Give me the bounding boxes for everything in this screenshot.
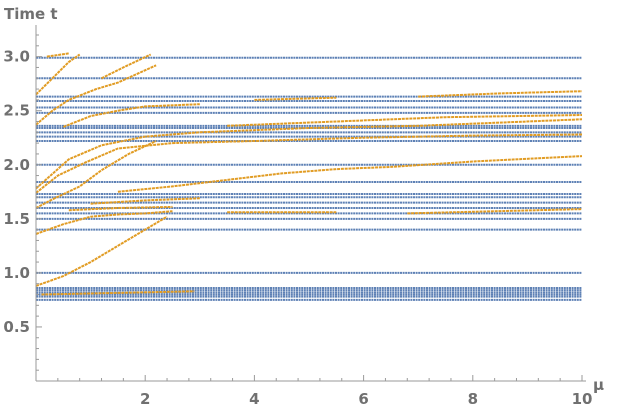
blue-series bbox=[36, 56, 582, 301]
orange-branch-line bbox=[227, 114, 583, 127]
orange-branch-line bbox=[35, 140, 157, 209]
orange-branch-line bbox=[62, 103, 200, 128]
orange-branch-line bbox=[254, 96, 337, 101]
orange-branch-line bbox=[101, 53, 152, 80]
orange-branch-line bbox=[35, 131, 200, 190]
x-tick-label: 2 bbox=[140, 390, 150, 408]
x-tick-label: 8 bbox=[468, 390, 478, 408]
x-tick-label: 4 bbox=[249, 390, 259, 408]
orange-branch-line bbox=[35, 142, 173, 194]
y-tick-label: 2.5 bbox=[3, 102, 30, 120]
orange-branch-line bbox=[35, 215, 168, 287]
orange-branch-line bbox=[68, 205, 173, 212]
y-ticks: 0.5 1.0 1.5 2.0 2.5 3.0 bbox=[3, 34, 42, 382]
orange-branch-line bbox=[117, 155, 583, 193]
y-tick-label: 0.5 bbox=[3, 318, 30, 336]
orange-branch-line bbox=[35, 53, 81, 96]
orange-branch-line bbox=[46, 52, 69, 58]
y-tick-label: 2.0 bbox=[3, 156, 30, 174]
orange-branch-line bbox=[90, 197, 200, 205]
orange-branch-line bbox=[35, 210, 173, 235]
orange-branch-line bbox=[418, 90, 583, 98]
orange-branch-line bbox=[407, 208, 583, 215]
x-axis-title: μ bbox=[593, 376, 604, 394]
y-tick-label: 1.0 bbox=[3, 264, 30, 282]
y-tick-label: 1.5 bbox=[3, 210, 30, 228]
orange-branch-line bbox=[172, 133, 583, 145]
orange-branch-line bbox=[35, 64, 157, 126]
y-axis-title: Time t bbox=[4, 5, 58, 23]
orange-branch-line bbox=[199, 118, 583, 134]
x-tick-label: 6 bbox=[358, 390, 368, 408]
orange-series bbox=[35, 52, 583, 296]
x-ticks: 2 4 6 8 10 bbox=[35, 375, 593, 408]
x-tick-label: 10 bbox=[572, 390, 593, 408]
orange-branch-line bbox=[41, 290, 195, 296]
y-tick-label: 3.0 bbox=[3, 48, 30, 66]
